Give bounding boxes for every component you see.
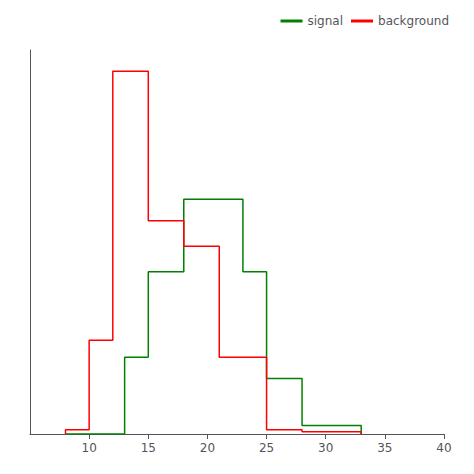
svg-text:35: 35 [377, 441, 392, 455]
svg-text:background: background [378, 14, 449, 28]
svg-text:30: 30 [318, 441, 333, 455]
svg-text:40: 40 [436, 441, 451, 455]
svg-text:15: 15 [141, 441, 156, 455]
svg-text:10: 10 [82, 441, 97, 455]
svg-text:signal: signal [308, 14, 344, 28]
svg-text:20: 20 [200, 441, 215, 455]
svg-text:25: 25 [259, 441, 274, 455]
